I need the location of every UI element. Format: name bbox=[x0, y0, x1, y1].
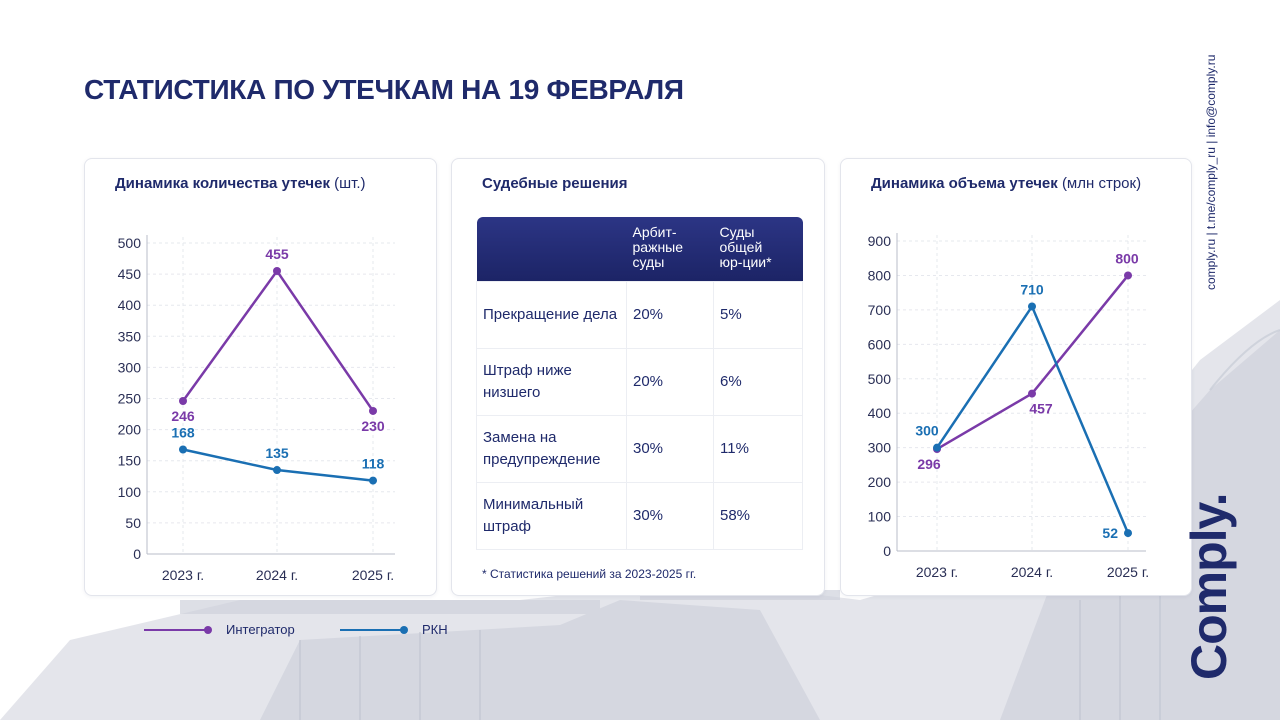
leaks-volume-card: Динамика объема утечек (млн строк) 0 100 2… bbox=[840, 158, 1192, 596]
data-label: 230 bbox=[361, 418, 385, 434]
y-tick-label: 300 bbox=[868, 440, 892, 456]
row-arbitration-value: 30% bbox=[626, 415, 714, 483]
y-tick-label: 350 bbox=[118, 328, 142, 344]
y-tick-label: 100 bbox=[868, 509, 892, 525]
header-general: Суды общей юр-ции* bbox=[713, 217, 803, 282]
row-label: Замена на предупреждение bbox=[476, 415, 627, 483]
page-title: СТАТИСТИКА ПО УТЕЧКАМ НА 19 ФЕВРАЛЯ bbox=[84, 74, 684, 105]
legend-label-rkn: РКН bbox=[422, 622, 448, 637]
leaks-count-unit: (шт.) bbox=[334, 175, 366, 192]
row-general-value: 11% bbox=[713, 415, 803, 483]
x-tick-label: 2023 г. bbox=[916, 564, 958, 580]
row-label: Штраф ниже низшего bbox=[476, 348, 627, 416]
y-tick-label: 150 bbox=[118, 453, 142, 469]
leaks-count-title: Динамика количества утечек (шт.) bbox=[115, 175, 366, 192]
data-label: 300 bbox=[915, 423, 939, 439]
row-arbitration-value: 30% bbox=[626, 482, 714, 550]
x-tick-label: 2023 г. bbox=[162, 567, 204, 583]
data-label: 800 bbox=[1115, 250, 1139, 266]
y-tick-label: 900 bbox=[868, 233, 892, 249]
y-tick-label: 400 bbox=[868, 405, 892, 421]
y-tick-label: 250 bbox=[118, 391, 142, 407]
data-point bbox=[273, 466, 281, 475]
y-tick-label: 500 bbox=[868, 371, 892, 387]
table-row: Замена на предупреждение 30% 11% bbox=[476, 415, 803, 483]
data-label: 52 bbox=[1102, 525, 1118, 541]
data-point bbox=[273, 266, 281, 275]
data-label: 135 bbox=[265, 445, 289, 461]
brand-logo-text: Comply. bbox=[1181, 493, 1237, 680]
data-label: 710 bbox=[1020, 281, 1044, 297]
leaks-volume-title-text: Динамика объема утечек bbox=[871, 175, 1058, 192]
leaks-volume-chart: 0 100 200 300 400 500 600 700 800 900 2023 г. 2024 … bbox=[868, 233, 1149, 580]
row-general-value: 5% bbox=[713, 281, 803, 349]
leaks-count-card: Динамика количества утечек (шт.) 0 50 100 1… bbox=[84, 158, 437, 596]
row-arbitration-value: 20% bbox=[626, 281, 714, 349]
y-tick-label: 0 bbox=[133, 546, 141, 562]
data-label: 168 bbox=[171, 425, 195, 441]
table-header-row: Арбит- ражные суды Суды общей юр-ции* bbox=[476, 217, 803, 282]
data-point bbox=[1124, 271, 1132, 280]
leaks-volume-unit: (млн строк) bbox=[1061, 175, 1142, 192]
x-tick-label: 2025 г. bbox=[1107, 564, 1149, 580]
contacts-text: comply.ru | t.me/comply_ru | info@comply… bbox=[1204, 54, 1218, 290]
x-tick-label: 2025 г. bbox=[352, 567, 394, 583]
data-label: 455 bbox=[265, 246, 289, 262]
data-label: 118 bbox=[362, 456, 385, 472]
y-tick-label: 600 bbox=[868, 336, 892, 352]
y-tick-label: 700 bbox=[868, 302, 892, 318]
y-tick-label: 450 bbox=[118, 266, 142, 282]
court-footnote: * Статистика решений за 2023-2025 гг. bbox=[482, 567, 697, 581]
data-point bbox=[369, 406, 377, 415]
row-arbitration-value: 20% bbox=[626, 348, 714, 416]
table-row: Штраф ниже низшего 20% 6% bbox=[476, 348, 803, 416]
data-point bbox=[179, 445, 187, 454]
row-general-value: 6% bbox=[713, 348, 803, 416]
table-row: Минимальный штраф 30% 58% bbox=[476, 482, 803, 550]
y-tick-label: 400 bbox=[118, 297, 142, 313]
y-tick-label: 100 bbox=[118, 484, 142, 500]
data-point bbox=[369, 476, 377, 485]
row-label: Минимальный штраф bbox=[476, 482, 627, 550]
x-tick-label: 2024 г. bbox=[1011, 564, 1053, 580]
legend-label-integrator: Интегратор bbox=[226, 622, 295, 637]
legend-swatch-rkn bbox=[340, 625, 408, 635]
data-point bbox=[1028, 302, 1036, 311]
row-general-value: 58% bbox=[713, 482, 803, 550]
data-point bbox=[933, 443, 941, 452]
y-tick-label: 200 bbox=[118, 422, 142, 438]
data-point bbox=[1028, 389, 1036, 398]
header-empty bbox=[476, 217, 627, 282]
court-decisions-table: Арбит- ражные суды Суды общей юр-ции* Пр… bbox=[476, 217, 803, 550]
leaks-count-chart: 0 50 100 150 200 250 300 350 400 450 500 2023 г. 202… bbox=[118, 235, 395, 583]
x-tick-label: 2024 г. bbox=[256, 567, 298, 583]
data-point bbox=[179, 396, 187, 405]
y-tick-label: 500 bbox=[118, 235, 142, 251]
row-label: Прекращение дела bbox=[476, 281, 627, 349]
court-decisions-card: Судебные решения Арбит- ражные суды Суды… bbox=[451, 158, 825, 596]
legend-item-rkn: РКН bbox=[340, 622, 448, 637]
y-tick-label: 200 bbox=[868, 474, 892, 490]
data-label: 296 bbox=[917, 456, 941, 472]
legend-item-integrator: Интегратор bbox=[144, 622, 295, 637]
table-row: Прекращение дела 20% 5% bbox=[476, 281, 803, 349]
leaks-volume-title: Динамика объема утечек (млн строк) bbox=[871, 175, 1141, 192]
data-label: 457 bbox=[1029, 401, 1053, 417]
leaks-count-title-text: Динамика количества утечек bbox=[115, 175, 330, 192]
court-decisions-title: Судебные решения bbox=[482, 175, 628, 192]
series-line-0 bbox=[181, 268, 375, 412]
y-tick-label: 50 bbox=[125, 515, 141, 531]
y-tick-label: 300 bbox=[118, 359, 142, 375]
y-tick-label: 0 bbox=[883, 543, 891, 559]
data-point bbox=[1124, 529, 1132, 538]
legend-swatch-integrator bbox=[144, 625, 212, 635]
data-label: 246 bbox=[171, 408, 195, 424]
y-tick-label: 800 bbox=[868, 267, 892, 283]
header-arbitration: Арбит- ражные суды bbox=[626, 217, 714, 282]
